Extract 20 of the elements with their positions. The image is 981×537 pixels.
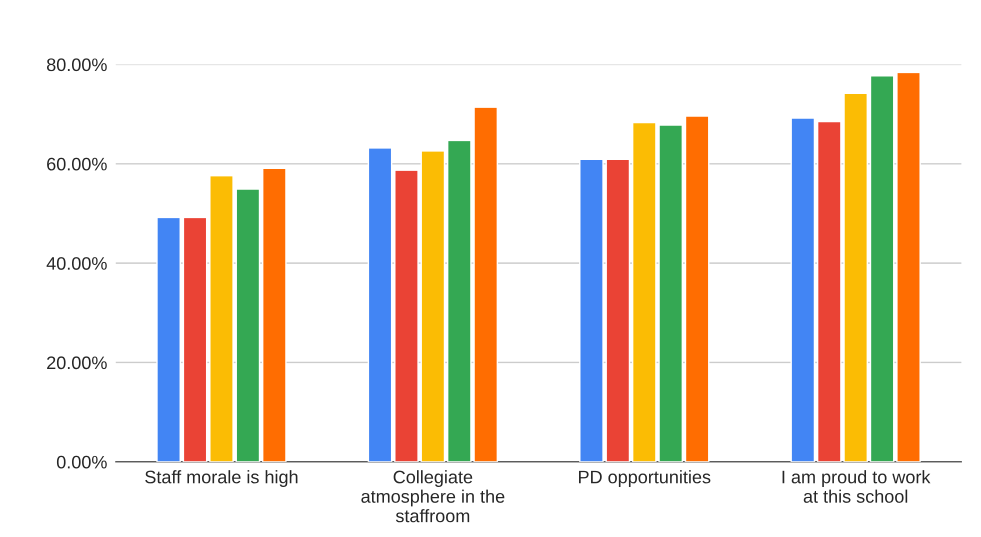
bar [606,158,630,462]
bar [816,120,842,462]
bar [790,117,816,462]
y-tick-label: 80.00% [46,58,107,72]
x-tick-label: Staff morale is high [145,470,298,487]
y-tick-label: 20.00% [47,356,107,370]
x-tick-label: PD opportunities [579,470,710,487]
y-tick-label: 40.00% [46,257,107,270]
x-tick-label: Collegiate atmosphere in the staffroom [361,470,504,522]
y-tick-label: 60.00% [47,158,107,171]
bar [446,140,472,462]
bar [684,115,710,462]
bar [579,158,604,462]
y-tick-label: 0.00% [56,456,107,469]
bar [632,122,657,462]
bar [262,168,287,462]
x-tick-label: I am proud to work at this school [782,470,930,503]
bar [843,92,868,462]
bar [658,124,684,462]
bar [473,106,498,462]
